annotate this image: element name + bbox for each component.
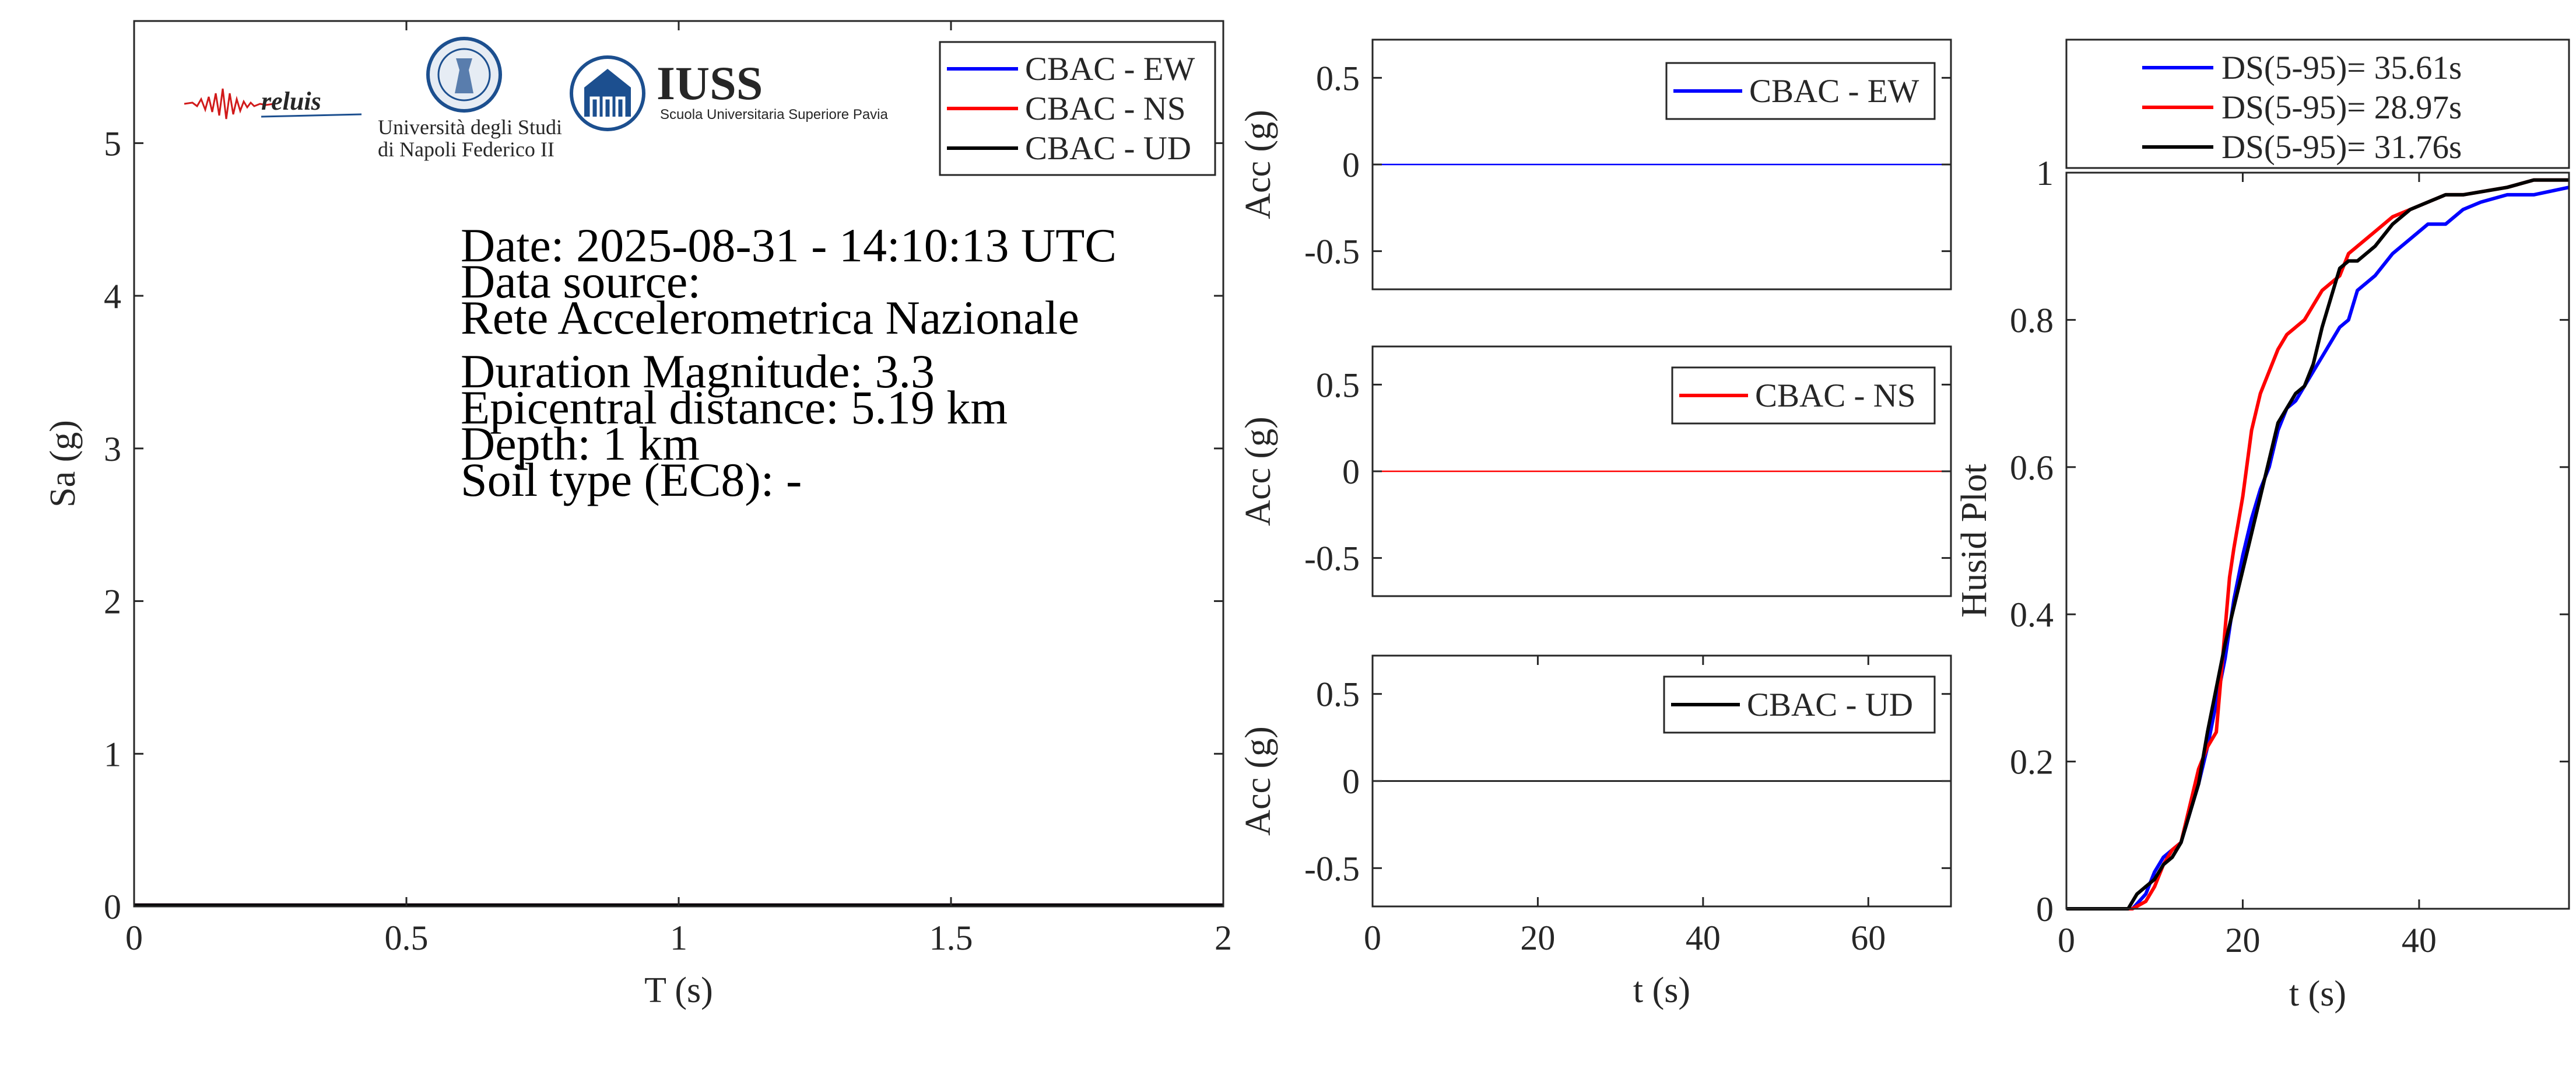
spectrum-xtick-label: 2 [1215, 919, 1232, 957]
unina-logo: Università degli Studi di Napoli Federic… [378, 37, 562, 161]
acc-ud-xtick-label: 60 [1851, 919, 1886, 957]
unina-line2: di Napoli Federico II [378, 138, 554, 161]
husid-xlabel: t (s) [2289, 974, 2346, 1014]
husid-series-group [2066, 178, 2570, 911]
info-soil: Soil type (EC8): - [461, 453, 802, 506]
acc-ud-xlabel: t (s) [1633, 971, 1690, 1010]
acc-ew-legend-label: CBAC - EW [1749, 73, 1919, 110]
unina-line1: Università degli Studi [378, 115, 562, 139]
spectrum-ytick-label: 2 [104, 583, 121, 621]
acc-ud-ytick-label: 0 [1342, 762, 1360, 801]
husid-legend-label: DS(5-95)= 28.97s [2221, 89, 2462, 126]
acc-ns-ytick-label: -0.5 [1304, 540, 1360, 578]
acc-ud-ytick-label: -0.5 [1304, 849, 1360, 888]
spectrum-legend-label: CBAC - EW [1025, 51, 1195, 87]
iuss-subtitle: Scuola Universitaria Superiore Pavia [660, 107, 889, 122]
husid-xtick-label: 20 [2225, 921, 2260, 960]
unina-seal-inner-icon [437, 48, 491, 101]
chart-acc-ns: -0.5 0 0.5 Acc (g) CBAC - NS [1238, 345, 1952, 597]
husid-xtick-label: 0 [2058, 921, 2075, 960]
acc-ew-ytick-label: -0.5 [1304, 233, 1360, 271]
acc-ew-ytick-label: 0.5 [1316, 59, 1360, 97]
acc-ew-legend-box [1665, 62, 1936, 120]
acc-ud-legend: CBAC - UD [1663, 675, 1936, 734]
chart-acc-ew: -0.5 0 0.5 Acc (g) CBAC - EW [1238, 38, 1952, 290]
iuss-arches-icon [589, 96, 626, 117]
spectrum-ytick-label: 3 [104, 430, 121, 468]
acc-ud-ytick-label: 0.5 [1316, 675, 1360, 714]
spectrum-ytick-label: 0 [104, 888, 121, 926]
iuss-emblem-icon [570, 55, 645, 131]
iuss-building-icon [584, 69, 631, 117]
spectrum-xtick-label: 1.5 [929, 919, 973, 957]
husid-legend-label: DS(5-95)= 35.61s [2221, 50, 2462, 86]
acc-ud-xtick-label: 20 [1520, 919, 1555, 957]
iuss-name: IUSS [657, 57, 763, 110]
acc-ud-xtick-label: 0 [1364, 919, 1381, 957]
info-date: Date: 2025-08-31 - 14:10:13 UTC [461, 219, 1117, 272]
info-magnitude: Duration Magnitude: 3.3 [461, 345, 935, 398]
husid-ytick-label: 1 [2036, 154, 2054, 192]
spectrum-ytick-label: 5 [104, 124, 121, 163]
acc-ew-legend: CBAC - EW [1665, 62, 1936, 120]
husid-series-line-2 [2066, 178, 2569, 911]
chart-husid: 0 0.2 0.4 0.6 0.8 1 0 20 40 Husid Plot t (s) DS(5-9… [1954, 38, 2570, 1014]
reluis-underline [261, 113, 362, 118]
info-depth: Depth: 1 km [461, 417, 700, 470]
acc-ns-legend-label: CBAC - NS [1755, 377, 1916, 414]
husid-axes-box [2065, 171, 2570, 910]
reluis-seismogram-icon [184, 88, 275, 120]
unina-seal-figure-icon [455, 58, 473, 93]
info-source-label: Data source: [461, 255, 701, 308]
spectrum-legend-label: CBAC - UD [1025, 130, 1191, 167]
spectrum-xtick-label: 0.5 [385, 919, 429, 957]
logo-strip: reluis Università degli Studi di Napoli … [184, 37, 889, 161]
husid-ytick-label: 0.8 [2010, 301, 2054, 339]
event-info: Date: 2025-08-31 - 14:10:13 UTC Data sou… [461, 219, 1117, 506]
spectrum-ylabel: Sa (g) [43, 420, 83, 507]
husid-ytick-label: 0.2 [2010, 743, 2054, 782]
husid-xtick-label: 40 [2402, 921, 2437, 960]
acc-ud-ylabel: Acc (g) [1238, 726, 1278, 836]
spectrum-legend-label: CBAC - NS [1025, 90, 1186, 127]
husid-legend-label: DS(5-95)= 31.76s [2221, 129, 2462, 166]
husid-ytick-label: 0.4 [2010, 596, 2054, 634]
reluis-logo-text: reluis [261, 87, 321, 115]
husid-ytick-label: 0 [2036, 890, 2054, 929]
acc-ns-ytick-label: 0.5 [1316, 366, 1360, 404]
info-distance: Epicentral distance: 5.19 km [461, 381, 1008, 434]
acc-ns-ylabel: Acc (g) [1238, 416, 1278, 526]
acc-ns-ytick-label: 0 [1342, 453, 1360, 491]
husid-ytick-label: 0.6 [2010, 449, 2054, 487]
info-source: Rete Accelerometrica Nazionale [461, 291, 1079, 344]
husid-ylabel: Husid Plot [1954, 464, 1994, 618]
acc-ew-ylabel: Acc (g) [1238, 110, 1278, 219]
acc-ud-legend-label: CBAC - UD [1747, 687, 1913, 723]
iuss-logo: IUSS Scuola Universitaria Superiore Pavi… [570, 55, 889, 131]
acc-ew-ytick-label: 0 [1342, 146, 1360, 184]
spectrum-ytick-label: 4 [104, 277, 121, 316]
spectrum-ytick-label: 1 [104, 735, 121, 773]
spectrum-xtick-label: 1 [670, 919, 687, 957]
spectrum-xlabel: T (s) [644, 971, 713, 1010]
reluis-logo: reluis [184, 87, 362, 120]
spectrum-xtick-label: 0 [125, 919, 143, 957]
acc-ud-xtick-label: 40 [1686, 919, 1721, 957]
acc-ns-legend: CBAC - NS [1671, 366, 1936, 425]
